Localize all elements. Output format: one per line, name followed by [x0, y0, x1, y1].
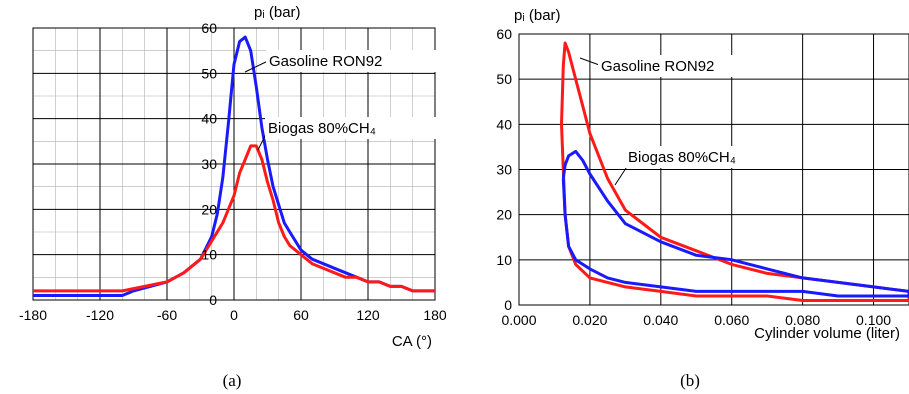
x-tick-label: 0.040	[643, 312, 678, 328]
annotation-label: Biogas 80%CH₄	[628, 149, 736, 166]
panel-b-chart: 0.000 0.020 0.040 0.060 0.080 0.100 0 10 20 30 40 5…	[496, 7, 909, 390]
panel-b-x-axis-label: Cylinder volume (liter)	[754, 325, 900, 342]
panel-b-y-axis-label: pᵢ (bar)	[514, 7, 561, 24]
x-tick-label: 0	[230, 307, 238, 323]
y-tick-label: 50	[496, 71, 512, 87]
x-tick-label: -180	[19, 307, 47, 323]
x-tick-label: 0.000	[501, 312, 536, 328]
y-tick-label: 30	[496, 162, 512, 178]
x-tick-label: -120	[86, 307, 114, 323]
panel-a-tick-labels: -180 -120 -60 0 60 120 180 0 10 20 30 40 50 60	[19, 20, 447, 323]
panel-a-caption: (a)	[223, 371, 242, 390]
y-tick-label: 60	[496, 26, 512, 42]
panel-a-chart: -180 -120 -60 0 60 120 180 0 10 20 30 40 50 60 pᵢ (ba…	[19, 4, 447, 390]
x-tick-label: 0.100	[856, 312, 891, 328]
y-tick-label: 0	[209, 292, 217, 308]
panel-a-series	[33, 35, 435, 297]
annotation-background	[625, 146, 783, 168]
annotation-leader-line	[244, 59, 271, 73]
panel-b-tick-labels: 0.000 0.020 0.040 0.060 0.080 0.100 0 10 20 30 40 5…	[496, 26, 891, 328]
annotation-background	[266, 50, 444, 72]
x-tick-label: 60	[293, 307, 309, 323]
y-tick-label: 10	[496, 252, 512, 268]
annotation-background	[265, 117, 437, 139]
y-tick-label: 40	[496, 116, 512, 132]
x-tick-label: -60	[157, 307, 177, 323]
panel-a-annotations: Gasoline RON92 Biogas 80%CH₄	[244, 50, 444, 151]
x-tick-label: 180	[423, 307, 447, 323]
annotation-label: Gasoline RON92	[601, 58, 714, 75]
panel-b-annotations: Gasoline RON92 Biogas 80%CH₄	[579, 55, 788, 186]
y-tick-label: 40	[201, 111, 217, 127]
panel-a-plot-frame	[32, 27, 436, 301]
panel-b-series	[560, 41, 909, 302]
panel-b-caption: (b)	[680, 371, 700, 390]
panel-a-x-axis-label: CA (°)	[392, 333, 432, 350]
annotation-background	[598, 55, 788, 77]
x-tick-label: 0.080	[785, 312, 820, 328]
y-tick-label: 20	[496, 207, 512, 223]
x-tick-label: 0.020	[572, 312, 607, 328]
panel-a-y-axis-label: pᵢ (bar)	[254, 4, 301, 21]
x-tick-label: 0.060	[714, 312, 749, 328]
y-tick-label: 60	[201, 20, 217, 36]
x-tick-label: 120	[356, 307, 380, 323]
annotation-label: Gasoline RON92	[269, 53, 382, 70]
y-tick-label: 10	[201, 247, 217, 263]
y-tick-label: 20	[201, 201, 217, 217]
y-tick-label: 50	[201, 65, 217, 81]
y-tick-label: 30	[201, 156, 217, 172]
panel-b-plot-frame	[518, 33, 909, 306]
series-line-2	[561, 149, 909, 298]
y-tick-label: 0	[504, 297, 512, 313]
series-line-2	[33, 144, 435, 293]
annotation-label: Biogas 80%CH₄	[268, 120, 376, 137]
